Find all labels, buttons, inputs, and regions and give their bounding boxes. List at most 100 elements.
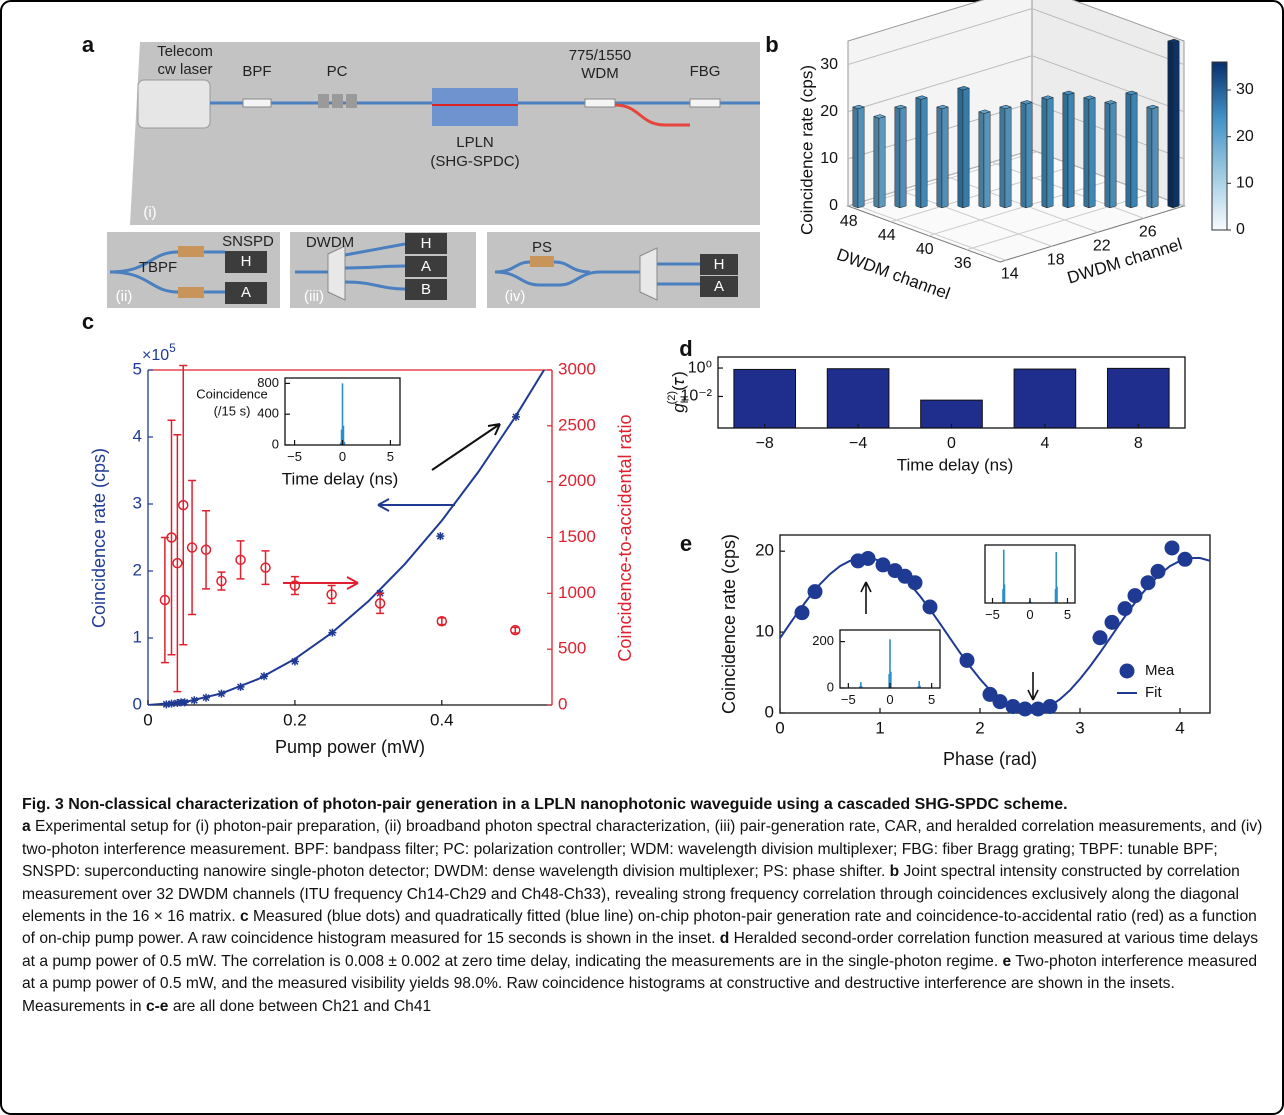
- x-axis-label: Time delay (ns): [897, 455, 1014, 474]
- bar-face: [1152, 107, 1158, 208]
- x-tick-label: 0: [775, 719, 784, 738]
- multiplier-exponent: 5: [169, 341, 176, 355]
- bar-face: [1042, 98, 1047, 208]
- x-tick-label: 18: [1047, 251, 1065, 268]
- caption-text: are all done between Ch21 and Ch41: [168, 998, 431, 1015]
- x-tick-label: 26: [1139, 223, 1157, 240]
- error-bar: [262, 551, 270, 585]
- setup-label: PS: [532, 239, 552, 256]
- bar-face: [1131, 93, 1137, 208]
- dwdm: [640, 248, 657, 300]
- bar-face: [979, 112, 984, 208]
- error-bar: [179, 366, 187, 645]
- setup-label: TBPF: [139, 259, 177, 276]
- error-bar: [188, 481, 196, 615]
- setup-label: (i): [143, 204, 156, 221]
- x-axis-label: DWDM channel: [1065, 235, 1184, 288]
- x-tick-label: 5: [928, 692, 935, 707]
- bar-face: [1168, 41, 1173, 208]
- y-tick-label: 0: [827, 679, 834, 694]
- arrow: [1028, 672, 1038, 700]
- x-tick-label: 0.2: [283, 711, 307, 730]
- bar: [916, 96, 927, 208]
- point: [1093, 630, 1108, 645]
- x-tick-label: 0: [947, 435, 956, 452]
- y-tick-label: 0: [765, 702, 774, 721]
- y-tick-label: 2: [133, 560, 142, 579]
- bar: [1126, 91, 1137, 208]
- bar-face: [1005, 107, 1011, 208]
- setup-label: DWDM: [306, 234, 354, 251]
- bar-face: [1089, 98, 1095, 208]
- bar-face: [1026, 102, 1032, 208]
- y-tick-label: 3: [133, 493, 142, 512]
- error-bar: [237, 541, 245, 579]
- inset-y-label: Coincidence: [196, 386, 268, 401]
- arrow: [378, 499, 455, 511]
- bar: [921, 400, 983, 428]
- bar-face: [900, 107, 906, 208]
- phase-shifter: [530, 256, 554, 267]
- bar-face: [1173, 41, 1179, 208]
- x-axis-label: Pump power (mW): [275, 737, 425, 757]
- panel-label: c: [82, 309, 94, 334]
- arrow: [861, 582, 871, 614]
- x-tick-label: 8: [1134, 435, 1143, 452]
- colorbar-tick-label: 10: [1236, 175, 1254, 192]
- caption: Fig. 3 Non-classical characterization of…: [22, 794, 1264, 1018]
- bar: [1014, 369, 1076, 428]
- bar: [1056, 587, 1058, 603]
- point: [1165, 540, 1180, 555]
- x-tick-label: 0: [886, 692, 893, 707]
- bar-face: [937, 107, 942, 208]
- x-tick-label: 3: [1075, 719, 1084, 738]
- y-tick-label: 36: [954, 255, 972, 272]
- x-tick-label: 22: [1093, 237, 1111, 254]
- bar: [1084, 96, 1095, 208]
- error-bar: [376, 593, 384, 613]
- y-tick-label: 1: [133, 627, 142, 646]
- y-tick-label: 2000: [558, 471, 596, 490]
- caption-panel-ref: d: [720, 930, 730, 947]
- y-tick-label: 1500: [558, 527, 596, 546]
- colorbar: [1212, 62, 1227, 230]
- bar-face: [874, 116, 879, 207]
- caption-panel-ref: e: [1003, 953, 1012, 970]
- z-tick-label: 30: [820, 56, 838, 73]
- fbg: [690, 99, 720, 107]
- ylabel-part: (2): [666, 391, 678, 404]
- bar-face: [1063, 93, 1068, 208]
- setup-label: A: [714, 278, 724, 295]
- page: {"panel_labels":["a","b","c","d","e"], "…: [0, 0, 1284, 1115]
- z-tick-label: 20: [820, 103, 838, 120]
- panel-label: a: [82, 32, 95, 57]
- bar-face: [1105, 102, 1110, 208]
- x-tick-label: 0: [143, 711, 152, 730]
- x-tick-label: −4: [849, 435, 867, 452]
- panel-label: e: [680, 531, 692, 556]
- y-tick-label: 400: [257, 406, 279, 421]
- y-axis-label: Coincidence rate (cps): [89, 448, 109, 628]
- bar-face: [963, 88, 969, 208]
- bar: [1147, 105, 1158, 208]
- x-tick-label: 1: [875, 719, 884, 738]
- y-tick-label: 0: [558, 694, 567, 713]
- bar: [1107, 368, 1169, 428]
- panel-label: b: [765, 32, 778, 57]
- y-axis-label: DWDM channel: [834, 245, 952, 304]
- bar-face: [1126, 93, 1131, 208]
- setup-label: WDM: [581, 65, 619, 82]
- setup-diagram: [107, 42, 760, 308]
- bar: [958, 86, 969, 208]
- z-tick-label: 10: [820, 150, 838, 167]
- y2-axis-label: Coincidence-to-accidental ratio: [615, 414, 635, 661]
- laser: [138, 80, 210, 128]
- x-tick-label: −5: [287, 449, 302, 464]
- bar-face: [1021, 102, 1026, 208]
- tbpf: [178, 246, 204, 257]
- y-tick-label: 1000: [558, 583, 596, 602]
- legend-label: Fit: [1145, 684, 1162, 701]
- caption-title: Fig. 3 Non-classical characterization of…: [22, 794, 1264, 816]
- y-tick-label: 20: [755, 541, 774, 560]
- bar: [734, 369, 796, 428]
